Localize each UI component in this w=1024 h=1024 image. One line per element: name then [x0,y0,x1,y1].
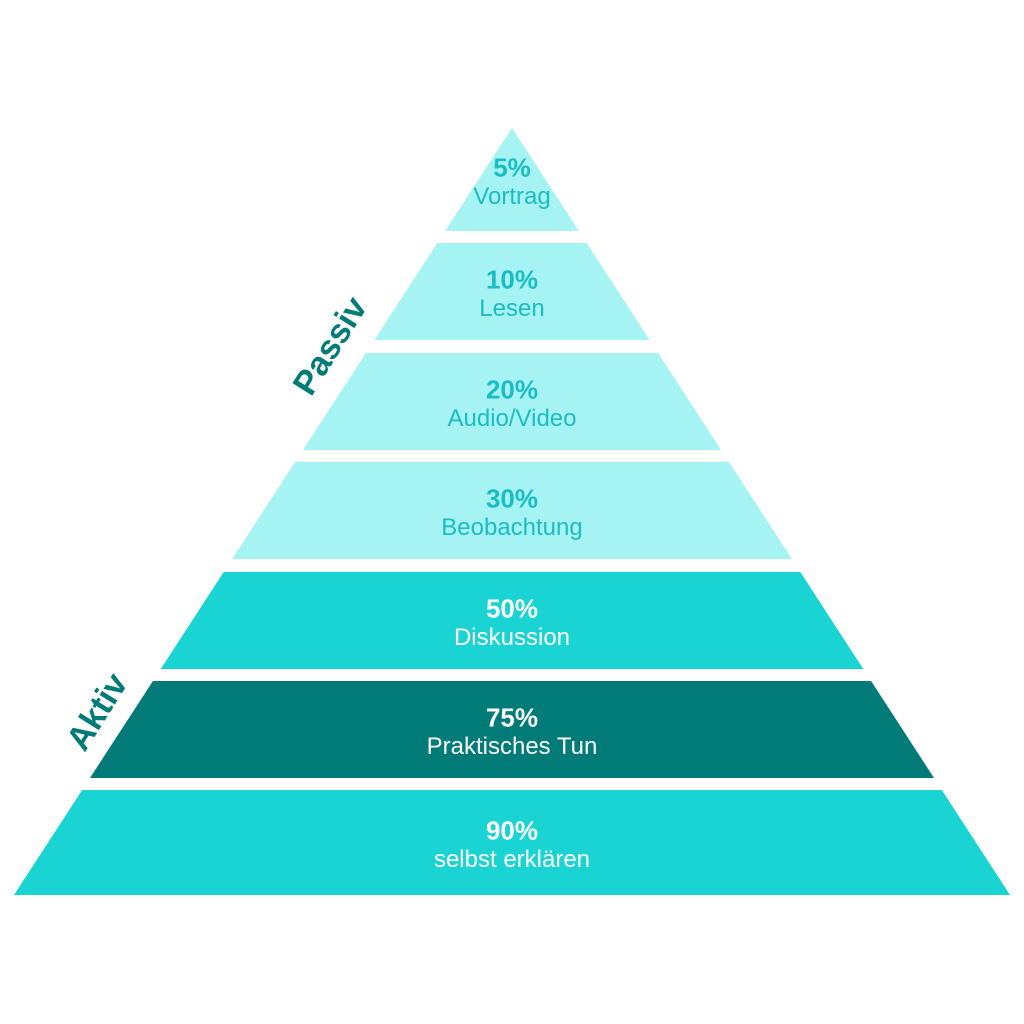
pyramid-tier [14,790,1010,895]
tier-label: Praktisches Tun [427,733,598,760]
tier-label: Lesen [479,295,544,322]
tier-percent: 50% [486,593,538,623]
tier-label: Diskussion [454,624,570,651]
pyramid-tier [445,128,579,231]
tier-percent: 30% [486,483,538,513]
tier-label: Beobachtung [441,514,582,541]
tier-percent: 5% [493,152,531,182]
tier-percent: 20% [486,374,538,404]
tier-label: Vortrag [473,183,550,210]
pyramid-tier [232,462,792,559]
tier-percent: 10% [486,264,538,294]
pyramid-tier [89,681,935,778]
tier-percent: 90% [486,815,538,845]
pyramid-tier [374,243,650,340]
tier-percent: 75% [486,702,538,732]
tier-label: Audio/Video [448,405,577,432]
tier-label: selbst erklären [434,846,590,873]
pyramid-tier [302,353,722,450]
pyramid-tier [160,572,864,669]
